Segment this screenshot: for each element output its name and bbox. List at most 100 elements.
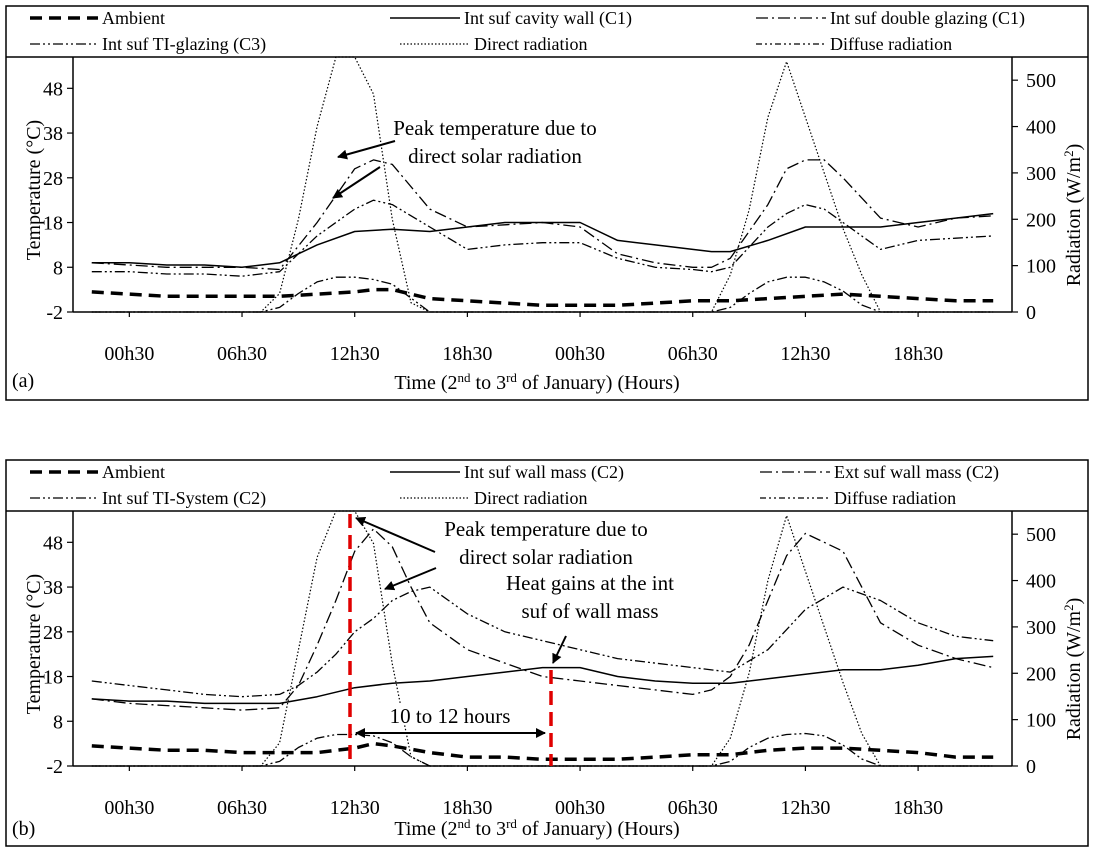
- x-tick-label: 06h30: [217, 797, 267, 819]
- annotation-arrow-1: [337, 140, 396, 160]
- annotation-group: Peak temperature due to direct solar rad…: [332, 116, 597, 199]
- peak-annotation-line-2: direct solar radiation: [459, 545, 633, 569]
- y-left-tick-label: -2: [46, 302, 63, 324]
- panel-label: (b): [12, 818, 35, 840]
- y-left-tick-label: 38: [43, 123, 63, 145]
- y-right-tick-label: 400: [1026, 571, 1056, 593]
- legend: Ambient Int suf wall mass (C2) Ext suf w…: [30, 462, 999, 509]
- y-right-tick-label: 200: [1026, 663, 1056, 685]
- x-tick-label: 18h30: [893, 343, 943, 365]
- x-tick-label: 06h30: [668, 343, 718, 365]
- peak-arrow-1: [355, 516, 436, 553]
- legend-label-int-wall-mass: Int suf wall mass (C2): [464, 462, 624, 483]
- x-tick-label: 00h30: [555, 343, 605, 365]
- y-right-tick-label: 300: [1026, 617, 1056, 639]
- gain-annotation-line-1: Heat gains at the int: [506, 571, 674, 595]
- y-right-label-sup: 2: [1061, 604, 1076, 611]
- panel-label: (a): [12, 370, 34, 392]
- y-left-tick-label: 28: [43, 622, 63, 644]
- chart-panel-a: Ambient Int suf cavity wall (C1) Int suf…: [5, 5, 1089, 401]
- tick-labels: -2 8 18 28 38 48 0 100 200 300 400 500 00h30 06h30 12h…: [43, 524, 1056, 819]
- y-axis-left-label: Temperature (°C): [23, 574, 45, 714]
- y-right-tick-label: 0: [1026, 302, 1036, 324]
- series-line-int-suf-wall-mass-c2: [91, 655, 994, 705]
- tick-labels: -2 8 18 28 38 48 0 100 200 300 400 500 00h30 06h30 12h…: [43, 70, 1056, 365]
- legend-label-ambient: Ambient: [102, 8, 165, 28]
- chart-panel-b: Ambient Int suf wall mass (C2) Ext suf w…: [5, 459, 1089, 847]
- x-tick-label: 18h30: [893, 797, 943, 819]
- y-right-tick-label: 0: [1026, 756, 1036, 778]
- x-label-main: Time (2: [394, 372, 457, 394]
- legend-label-ambient: Ambient: [102, 462, 165, 482]
- y-left-tick-label: 18: [43, 213, 63, 235]
- legend-label-ti-system: Int suf TI-System (C2): [102, 488, 266, 509]
- x-tick-label: 06h30: [217, 343, 267, 365]
- gain-annotation-line-2: suf of wall mass: [521, 599, 658, 623]
- y-left-tick-label: 8: [53, 711, 63, 733]
- x-tick-label: 06h30: [668, 797, 718, 819]
- y-right-tick-label: 200: [1026, 209, 1056, 231]
- x-tick-label: 12h30: [780, 343, 830, 365]
- x-tick-label: 12h30: [330, 343, 380, 365]
- series-group: [91, 510, 994, 767]
- x-tick-label: 00h30: [555, 797, 605, 819]
- y-right-label-end: ): [1063, 144, 1085, 151]
- x-label-main: Time (2: [394, 818, 457, 840]
- x-axis-label: Time (2nd to 3rd of January) (Hours): [394, 816, 679, 841]
- y-left-tick-label: 28: [43, 168, 63, 190]
- annotation-line-1: Peak temperature due to: [393, 116, 597, 140]
- gain-arrow: [552, 635, 567, 664]
- y-right-tick-label: 400: [1026, 117, 1056, 139]
- y-right-label-main: Radiation (W/m: [1063, 156, 1085, 286]
- y-right-tick-label: 300: [1026, 163, 1056, 185]
- x-label-sup2: rd: [506, 370, 517, 385]
- y-right-tick-label: 500: [1026, 524, 1056, 546]
- panel-frame: [5, 5, 1089, 401]
- series-line-int-suf-ti-system-c2: [91, 586, 994, 698]
- series-line-int-suf-double-glazing-c1: [91, 159, 994, 271]
- x-tick-label: 12h30: [780, 797, 830, 819]
- legend-label-ti-glazing: Int suf TI-glazing (C3): [102, 34, 266, 55]
- interval-label: 10 to 12 hours: [390, 704, 511, 728]
- y-axis-right-label: Radiation (W/m2): [1061, 144, 1086, 287]
- peak-annotation-line-1: Peak temperature due to: [444, 517, 648, 541]
- x-tick-label: 00h30: [104, 797, 154, 819]
- y-left-tick-label: 18: [43, 667, 63, 689]
- y-left-tick-label: -2: [46, 756, 63, 778]
- x-label-sup2: rd: [506, 816, 517, 831]
- legend-label-direct-radiation: Direct radiation: [474, 488, 587, 508]
- y-axis-left-label: Temperature (°C): [23, 120, 45, 260]
- x-label-sup1: nd: [458, 370, 472, 385]
- series-line-diffuse-radiation: [91, 732, 994, 767]
- axes: [67, 57, 1018, 317]
- x-label-mid: to 3: [471, 372, 507, 394]
- y-right-tick-label: 100: [1026, 710, 1056, 732]
- legend-label-diffuse-radiation: Diffuse radiation: [834, 488, 956, 508]
- legend-label-double-glazing: Int suf double glazing (C1): [830, 8, 1025, 29]
- legend-label-diffuse-radiation: Diffuse radiation: [830, 34, 952, 54]
- interval-label-bg: [376, 703, 524, 725]
- y-right-tick-label: 500: [1026, 70, 1056, 92]
- legend: Ambient Int suf cavity wall (C1) Int suf…: [30, 8, 1025, 55]
- panel-frame: [5, 459, 1089, 847]
- y-left-tick-label: 48: [43, 532, 63, 554]
- y-right-label-sup: 2: [1061, 150, 1076, 157]
- legend-label-ext-wall-mass: Ext suf wall mass (C2): [834, 462, 999, 483]
- x-tick-label: 12h30: [330, 797, 380, 819]
- x-label-sup1: nd: [458, 816, 472, 831]
- x-tick-label: 18h30: [442, 797, 492, 819]
- x-label-end: of January) (Hours): [517, 818, 680, 840]
- x-label-mid: to 3: [471, 818, 507, 840]
- legend-label-cavity-wall: Int suf cavity wall (C1): [464, 8, 632, 29]
- annotation-group: Peak temperature due to direct solar rad…: [348, 514, 674, 766]
- y-axis-right-label: Radiation (W/m2): [1061, 598, 1086, 741]
- series-line-diffuse-radiation: [91, 276, 994, 313]
- y-right-label-end: ): [1063, 598, 1085, 605]
- series-line-direct-radiation: [91, 56, 994, 313]
- series-line-int-suf-ti-glazing-c3: [91, 199, 994, 277]
- series-line-ambient: [91, 287, 994, 308]
- x-tick-label: 00h30: [104, 343, 154, 365]
- y-right-tick-label: 100: [1026, 256, 1056, 278]
- annotation-arrow-2: [332, 166, 381, 199]
- y-left-tick-label: 48: [43, 78, 63, 100]
